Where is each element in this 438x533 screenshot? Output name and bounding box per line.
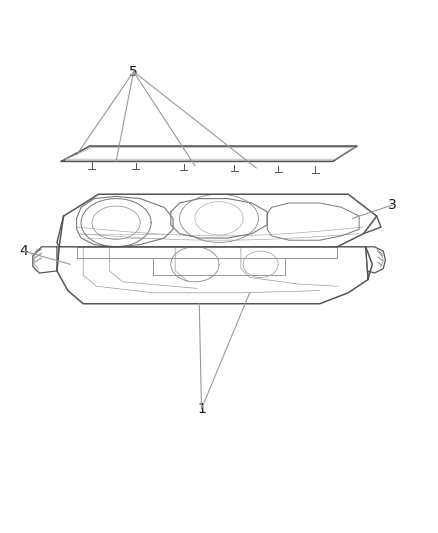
Text: 3: 3 bbox=[388, 198, 396, 212]
Text: 5: 5 bbox=[129, 64, 138, 78]
Text: 4: 4 bbox=[20, 244, 28, 258]
Text: 1: 1 bbox=[197, 402, 206, 416]
